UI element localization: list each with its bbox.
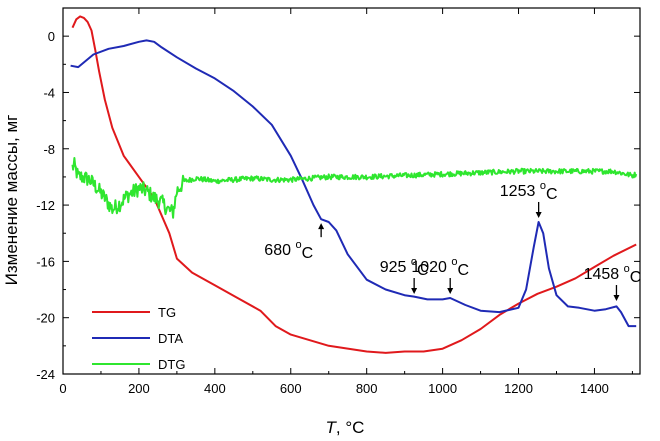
annotation-arrowhead [535,211,542,218]
x-tick-label: 1400 [580,381,609,396]
annotation-label: 1020 oC [411,256,469,279]
annotation-value: 925 [380,259,411,276]
annotation-1020: 1020 oC [411,256,469,294]
legend-label-dtg: DTG [158,357,185,372]
x-tick-label: 1200 [504,381,533,396]
annotation-arrowhead [411,287,418,294]
x-tick-label: 400 [204,381,226,396]
annotation-unit: C [417,262,429,279]
legend-label-tg: TG [158,305,176,320]
y-tick-label: -24 [36,367,55,382]
y-tick-label: -20 [36,311,55,326]
legend-label-dta: DTA [158,331,183,346]
series-line-dta [70,39,637,328]
series-line-dtg [71,157,638,219]
annotation-value: 1253 [500,183,540,200]
y-tick-label: -4 [43,85,55,100]
annotation-arrowhead [447,287,454,294]
x-axis-variable: T [326,418,338,437]
annotation-unit: C [302,245,314,262]
series-line-tg [71,15,637,354]
annotation-value: 680 [264,242,295,259]
annotation-degree: o [295,239,301,251]
y-tick-label: -12 [36,198,55,213]
x-tick-label: 600 [280,381,302,396]
annotation-degree: o [540,180,546,192]
annotation-label: 1458 oC [584,263,642,286]
annotation-value: 1020 [411,259,451,276]
legend: TG DTA DTG [92,305,185,372]
annotation-unit: C [630,269,642,286]
y-tick-label: -16 [36,254,55,269]
x-tick-label: 200 [128,381,150,396]
axis-ticks: 0 200 400 600 800 1000 1200 1400 0 -4 -8 -12 -16 -20 -… [36,7,640,396]
annotation-1253: 1253 oC [500,180,558,218]
annotation-unit: C [546,186,558,203]
annotation-unit: C [458,262,470,279]
annotation-label: 925 oC [380,256,429,279]
x-axis-label: T, °C [326,418,365,437]
plot-frame [62,7,641,375]
annotation-arrowhead [318,223,325,230]
x-axis-unit: , °C [336,418,365,437]
y-axis-label: Изменение массы, мг [2,115,21,286]
x-tick-label: 800 [356,381,378,396]
annotation-1458: 1458 oC [584,263,642,302]
annotation-925: 925 oC [380,256,429,294]
annotation-degree: o [624,263,630,275]
series-layer [70,15,638,354]
x-tick-label: 1000 [428,381,457,396]
plot-area [62,7,641,375]
annotation-680: 680 oC [264,223,325,262]
annotation-label: 680 oC [264,239,313,262]
annotation-degree: o [451,256,457,268]
annotation-degree: o [411,256,417,268]
annotation-value: 1458 [584,266,624,283]
x-tick-label: 0 [59,381,66,396]
y-tick-label: -8 [43,142,55,157]
annotation-label: 1253 oC [500,180,558,203]
annotation-arrowhead [613,295,620,302]
axis-labels: T, °C Изменение массы, мг [2,115,364,437]
y-tick-label: 0 [48,29,55,44]
